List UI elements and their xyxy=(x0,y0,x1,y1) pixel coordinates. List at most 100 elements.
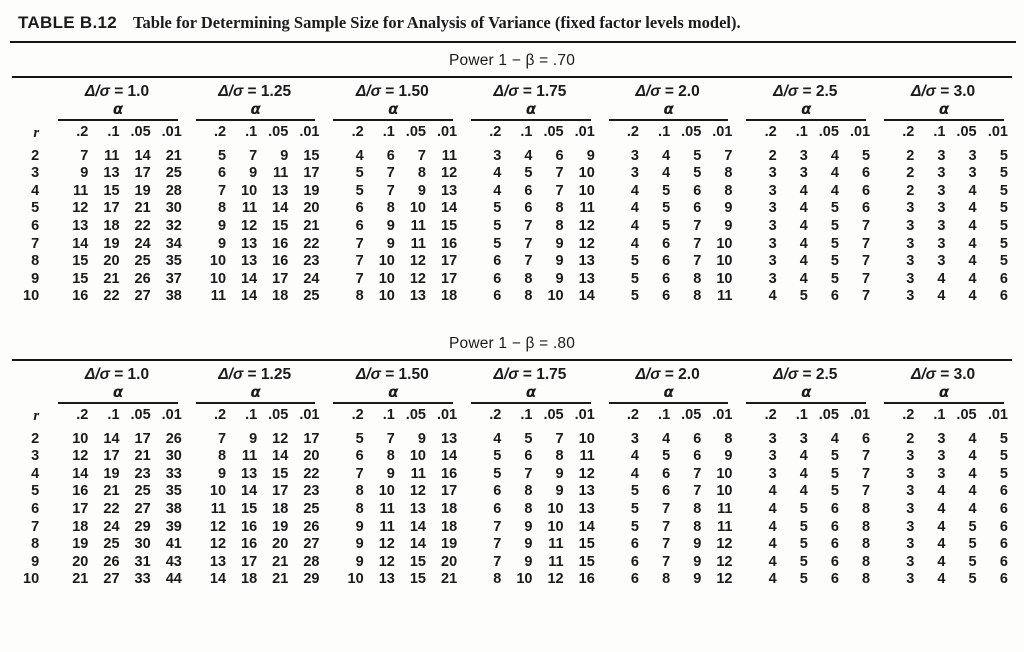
sample-size-cell: 44 xyxy=(165,571,182,588)
sample-size-cell: 7 xyxy=(862,217,871,234)
table-row: 7 18 24 29 39 12 16 19 26 9 11 14 18 7 9 10 14 5 7 8 11 4 5 6 8 3… xyxy=(12,519,1012,537)
table-row: 10 21 27 33 44 14 18 21 29 10 13 15 21 8 10 12 16 6 8 9 12 4 5… xyxy=(12,571,1012,589)
sample-size-cell: 3 xyxy=(906,483,915,500)
sample-size-cell: 5 xyxy=(217,147,227,164)
alpha-underline: α xyxy=(746,383,867,404)
table-row: 5 16 21 25 35 10 14 17 23 8 10 12 17 6 8 9 13 5 6 7 10 4 4 5 7 3 4… xyxy=(12,483,1012,501)
sample-size-cell: 4 xyxy=(968,288,977,305)
sample-size-cell: 6 xyxy=(355,448,364,465)
sample-size-cell: 7 xyxy=(524,253,533,270)
alpha-level-header: .01 xyxy=(436,406,458,423)
sample-size-cell: 3 xyxy=(906,270,915,287)
sample-size-cell: 21 xyxy=(165,147,182,164)
sample-size-cell: 35 xyxy=(165,483,182,500)
sample-size-cell: 33 xyxy=(165,465,182,482)
sample-size-cell: 8 xyxy=(524,288,533,305)
sample-size-cell: 24 xyxy=(103,518,120,535)
sample-size-cell: 10 xyxy=(378,270,395,287)
sample-size-cell: 6 xyxy=(693,448,702,465)
sample-size-cell: 7 xyxy=(524,465,533,482)
sample-size-cell: 14 xyxy=(209,571,227,588)
sample-size-cell: 7 xyxy=(662,536,671,553)
sample-size-cell: 30 xyxy=(165,448,182,465)
sample-size-cell: 7 xyxy=(355,270,364,287)
sample-size-cell: 6 xyxy=(524,182,533,199)
alpha-underline: α xyxy=(471,101,591,121)
sample-size-cell: 13 xyxy=(578,270,595,287)
sample-size-cell: 10 xyxy=(378,253,395,270)
sample-size-cell: 5 xyxy=(830,200,839,217)
sample-size-cell: 6 xyxy=(862,430,871,447)
sample-size-cell: 3 xyxy=(906,571,915,588)
sample-size-cell: 5 xyxy=(355,165,364,182)
sample-size-cell: 2 xyxy=(768,147,777,164)
sample-size-cell: 9 xyxy=(249,165,258,182)
sample-size-cell: 5 xyxy=(799,536,808,553)
sample-size-cell: 23 xyxy=(303,483,320,500)
sample-size-cell: 12 xyxy=(209,536,227,553)
sample-size-cell: 16 xyxy=(241,536,258,553)
sample-size-cell: 6 xyxy=(662,235,671,252)
sample-size-cell: 9 xyxy=(386,465,395,482)
table-row: 9 15 21 26 37 10 14 17 24 7 10 12 17 6 8 9 13 5 6 8 10 3 4 5 7 3 4… xyxy=(12,271,1012,289)
sample-size-cell: 26 xyxy=(165,430,182,447)
sample-size-cell: 6 xyxy=(862,200,871,217)
sample-size-cell: 27 xyxy=(134,500,151,517)
sample-size-cell: 13 xyxy=(241,235,258,252)
sample-size-cell: 14 xyxy=(72,465,89,482)
sample-size-cell: 29 xyxy=(303,571,320,588)
delta-sigma-header: Δ/σ = 1.75 xyxy=(493,365,567,383)
sample-size-cell: 14 xyxy=(441,448,458,465)
alpha-underline: α xyxy=(608,101,729,121)
alpha-underline: α xyxy=(884,101,1004,121)
sample-size-cell: 5 xyxy=(662,200,671,217)
sample-size-cell: 6 xyxy=(662,270,671,287)
power-70-top-rule xyxy=(12,76,1012,78)
sample-size-cell: 2 xyxy=(906,165,915,182)
sample-size-cell: 12 xyxy=(547,571,564,588)
r-value: 8 xyxy=(31,536,40,553)
sample-size-cell: 4 xyxy=(937,518,946,535)
sample-size-cell: 4 xyxy=(968,200,977,217)
sample-size-cell: 20 xyxy=(303,448,320,465)
sample-size-cell: 22 xyxy=(134,217,151,234)
sample-size-cell: 4 xyxy=(799,200,808,217)
sample-size-cell: 5 xyxy=(999,217,1008,234)
sample-size-cell: 4 xyxy=(937,270,946,287)
sample-size-cell: 19 xyxy=(272,518,289,535)
alpha-level-header: .2 xyxy=(76,406,89,423)
alpha-underline: α xyxy=(58,101,178,121)
sample-size-cell: 26 xyxy=(134,270,151,287)
table-row: 4 14 19 23 33 9 13 15 22 7 9 11 16 5 7 9 12 4 6 7 10 3 4 5 7 3 3 4 5 xyxy=(12,466,1012,484)
sample-size-cell: 5 xyxy=(830,235,839,252)
sample-size-cell: 12 xyxy=(241,217,258,234)
sample-size-cell: 17 xyxy=(441,483,458,500)
sample-size-cell: 17 xyxy=(303,430,320,447)
alpha-level-header: .2 xyxy=(76,124,89,140)
table-row: 10 16 22 27 38 11 14 18 25 8 10 13 18 6 8 10 14 5 6 8 11 4 5 6 7… xyxy=(12,288,1012,306)
sample-size-cell: 6 xyxy=(999,571,1008,588)
sample-size-cell: 6 xyxy=(830,500,839,517)
sample-size-cell: 10 xyxy=(716,483,733,500)
sample-size-cell: 10 xyxy=(547,500,564,517)
sample-size-cell: 4 xyxy=(768,571,777,588)
sample-size-cell: 6 xyxy=(999,288,1008,305)
sample-size-cell: 4 xyxy=(630,465,639,482)
sample-size-cell: 6 xyxy=(555,147,564,164)
sample-size-cell: 17 xyxy=(72,500,89,517)
alpha-level-header: .1 xyxy=(107,124,120,140)
table-row: 9 20 26 31 43 13 17 21 28 9 12 15 20 7 9 11 15 6 7 9 12 4 5 6 8 3… xyxy=(12,554,1012,572)
alpha-level-header: .05 xyxy=(681,124,702,140)
alpha-header: α xyxy=(461,101,599,121)
sample-size-cell: 19 xyxy=(103,465,120,482)
sample-size-cell: 8 xyxy=(524,483,533,500)
alpha-level-header: .1 xyxy=(107,406,120,423)
sample-size-cell: 11 xyxy=(410,235,426,252)
sample-size-cell: 17 xyxy=(272,483,289,500)
sample-size-cell: 4 xyxy=(662,430,671,447)
sample-size-cell: 9 xyxy=(217,235,227,252)
table-row: 3 9 13 17 25 6 9 11 17 5 7 8 12 4 5 7 10 3 4 5 8 3 3 4 6 2 3 3 5 xyxy=(12,165,1012,183)
sample-size-cell: 21 xyxy=(303,217,320,234)
sample-size-cell: 4 xyxy=(830,430,839,447)
sample-size-cell: 4 xyxy=(355,147,364,164)
